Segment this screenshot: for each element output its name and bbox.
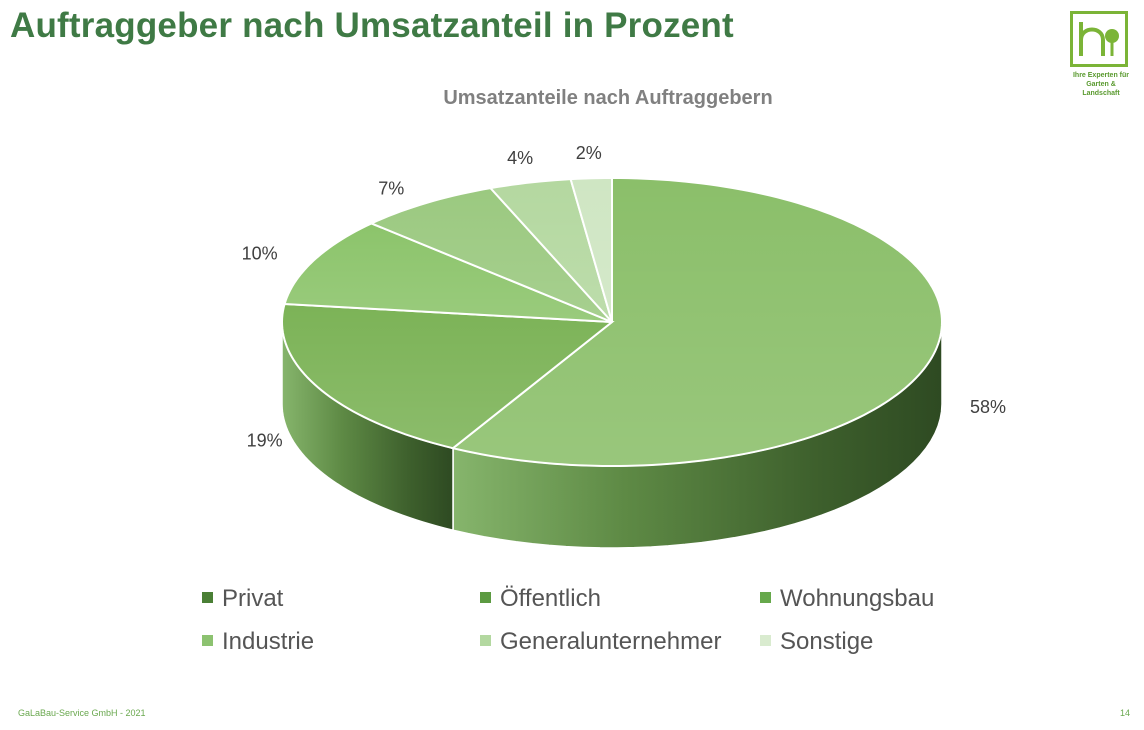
pie-slice-shade-generalunternehmer	[490, 179, 612, 322]
page-number: 14	[1119, 708, 1130, 718]
legend-label--ffentlich: Öffentlich	[500, 585, 601, 612]
chart-title: Umsatzanteile nach Auftraggebern	[443, 87, 772, 109]
legend-label-sonstige: Sonstige	[780, 628, 873, 655]
legend-label-wohnungsbau: Wohnungsbau	[780, 585, 934, 612]
data-labels: 58% 19% 10% 7% 4% 2%	[242, 143, 1006, 450]
pie-chart: Umsatzanteile nach Auftraggebern 58% 19% 1…	[202, 87, 1006, 655]
pie-slice-shade-wohnungsbau	[284, 223, 612, 322]
data-label-generalunternehmer: 4%	[507, 148, 533, 168]
legend-label-industrie: Industrie	[222, 628, 314, 655]
logo-mark-icon	[1079, 22, 1119, 56]
data-label-industrie: 7%	[378, 179, 404, 199]
data-label-sonstige: 2%	[576, 143, 602, 163]
pie-slice-shade--ffentlich	[282, 303, 612, 449]
legend-swatch-wohnungsbau	[760, 592, 771, 603]
legend-swatch--ffentlich	[480, 592, 491, 603]
pie-slice-shade-industrie	[371, 188, 612, 322]
legend-swatch-industrie	[202, 635, 213, 646]
legend-swatch-sonstige	[760, 635, 771, 646]
pie-slice-shade-privat	[453, 178, 942, 466]
data-label-privat: 58%	[970, 397, 1006, 417]
pie-slice-shade-sonstige	[570, 178, 612, 322]
legend-label-generalunternehmer: Generalunternehmer	[500, 628, 721, 655]
pie-slices	[280, 176, 944, 468]
logo-tagline-line2: Garten & Landschaft	[1082, 81, 1120, 97]
logo-tagline-line1: Ihre Experten für	[1072, 72, 1129, 79]
legend-swatch-privat	[202, 592, 213, 603]
legend-label-privat: Privat	[222, 585, 284, 612]
slide-title: Auftraggeber nach Umsatzanteil in Prozen…	[10, 6, 734, 45]
logo-tagline: Ihre Experten für Garten & Landschaft	[1068, 71, 1134, 98]
legend-swatch-generalunternehmer	[480, 635, 491, 646]
data-label-wohnungsbau: 10%	[242, 243, 278, 263]
logo-frame	[1070, 11, 1128, 67]
data-label--ffentlich: 19%	[247, 430, 283, 450]
company-logo: Ihre Experten für Garten & Landschaft	[1068, 11, 1134, 101]
legend: Privat Öffentlich Wohnungsbau Industrie Gene…	[202, 585, 934, 655]
footer-company: GaLaBau-Service GmbH - 2021	[18, 708, 146, 718]
